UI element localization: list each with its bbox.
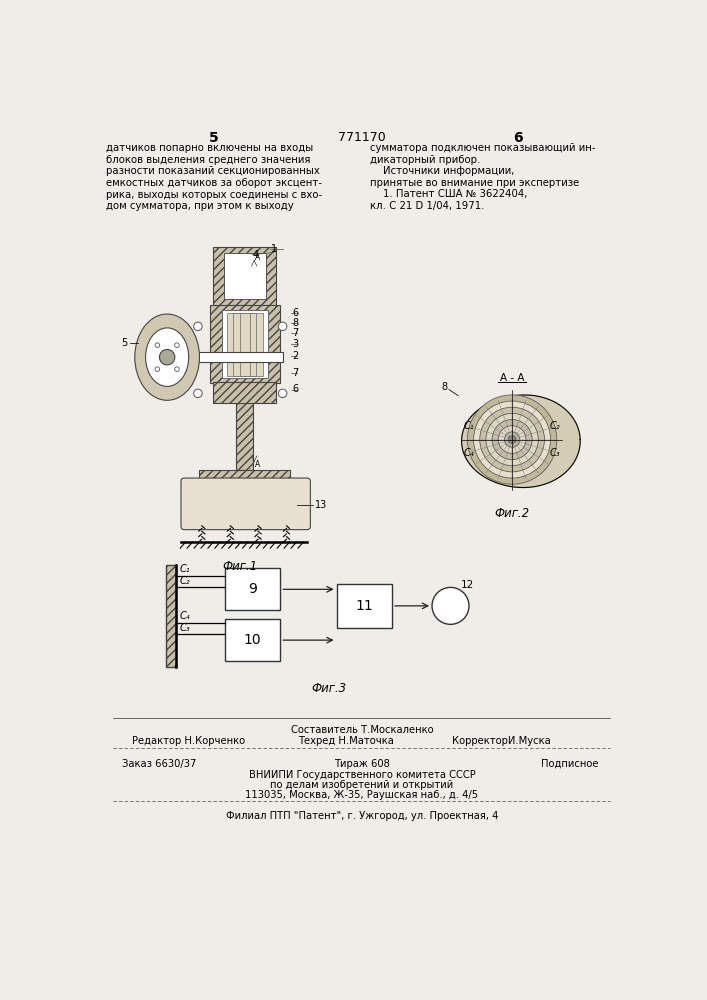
Text: C₁: C₁ <box>180 564 190 574</box>
Text: А - А: А - А <box>500 373 525 383</box>
Circle shape <box>175 343 180 347</box>
Bar <box>225 619 281 661</box>
Circle shape <box>498 426 526 453</box>
Bar <box>337 584 392 628</box>
Bar <box>222 310 268 378</box>
Text: по делам изобретений и открытий: по делам изобретений и открытий <box>270 780 454 790</box>
Bar <box>235 249 252 470</box>
Circle shape <box>474 401 551 478</box>
Text: C₂: C₂ <box>550 421 561 431</box>
Bar <box>214 382 276 403</box>
Text: 7: 7 <box>292 328 298 338</box>
Text: 6: 6 <box>513 131 522 145</box>
Circle shape <box>155 343 160 347</box>
Text: А: А <box>255 253 260 262</box>
Text: C₁: C₁ <box>464 421 474 431</box>
Circle shape <box>492 420 532 460</box>
Text: 771170: 771170 <box>338 131 386 144</box>
Text: Заказ 6630/37: Заказ 6630/37 <box>122 759 197 769</box>
Text: C₂: C₂ <box>180 576 190 586</box>
Bar <box>163 352 283 362</box>
Text: 5: 5 <box>209 131 218 145</box>
Text: 5: 5 <box>122 338 128 348</box>
FancyBboxPatch shape <box>181 478 310 530</box>
Text: 8: 8 <box>292 318 298 328</box>
Text: C₄: C₄ <box>180 611 190 621</box>
Text: 6: 6 <box>292 384 298 394</box>
Text: 7: 7 <box>292 368 298 378</box>
Text: Составитель Т.Москаленко: Составитель Т.Москаленко <box>291 725 433 735</box>
Text: 11: 11 <box>356 599 373 613</box>
Circle shape <box>508 436 516 443</box>
Text: 113035, Москва, Ж-35, Раушская наб., д. 4/5: 113035, Москва, Ж-35, Раушская наб., д. … <box>245 790 479 800</box>
Text: Фиг.2: Фиг.2 <box>494 507 530 520</box>
Circle shape <box>480 407 544 472</box>
Circle shape <box>486 413 538 466</box>
Text: 6: 6 <box>292 308 298 318</box>
Bar <box>225 568 281 610</box>
Text: КорректорИ.Муска: КорректорИ.Муска <box>452 736 551 746</box>
Text: 10: 10 <box>244 633 262 647</box>
Text: Тираж 608: Тираж 608 <box>334 759 390 769</box>
Text: датчиков попарно включены на входы
блоков выделения среднего значения
разности п: датчиков попарно включены на входы блоко… <box>105 143 322 211</box>
Text: 1: 1 <box>271 244 277 254</box>
Circle shape <box>467 395 557 484</box>
Text: Фиг.1: Фиг.1 <box>223 560 258 573</box>
Text: А: А <box>255 460 260 469</box>
Text: C₄: C₄ <box>464 448 474 458</box>
Ellipse shape <box>135 314 199 400</box>
Bar <box>233 312 257 376</box>
Circle shape <box>194 322 202 331</box>
Text: 9: 9 <box>248 582 257 596</box>
Bar <box>240 312 250 376</box>
Text: сумматора подключен показывающий ин-
дикаторный прибор.
    Источники информации: сумматора подключен показывающий ин- дик… <box>370 143 595 211</box>
Bar <box>224 253 266 299</box>
Polygon shape <box>462 395 580 488</box>
Circle shape <box>432 587 469 624</box>
Text: Подписное: Подписное <box>541 759 598 769</box>
Text: 13: 13 <box>315 500 327 510</box>
Bar <box>210 305 279 383</box>
Circle shape <box>194 389 202 398</box>
Text: 4: 4 <box>252 250 259 260</box>
Circle shape <box>155 367 160 371</box>
Bar <box>199 470 291 482</box>
Text: 2: 2 <box>292 351 298 361</box>
Bar <box>165 565 176 667</box>
Ellipse shape <box>160 349 175 365</box>
Text: Филиал ПТП "Патент", г. Ужгород, ул. Проектная, 4: Филиал ПТП "Патент", г. Ужгород, ул. Про… <box>226 811 498 821</box>
Circle shape <box>175 367 180 371</box>
Text: 3: 3 <box>292 339 298 349</box>
Text: Редактор Н.Корченко: Редактор Н.Корченко <box>132 736 245 746</box>
Text: 12: 12 <box>461 580 474 590</box>
Text: C₃: C₃ <box>550 448 561 458</box>
Circle shape <box>279 389 287 398</box>
Text: C₃: C₃ <box>180 623 190 633</box>
Circle shape <box>279 322 287 331</box>
Text: Техред Н.Маточка: Техред Н.Маточка <box>298 736 394 746</box>
Ellipse shape <box>146 328 189 386</box>
Bar <box>227 312 262 376</box>
Bar <box>214 247 276 306</box>
Text: ВНИИПИ Государственного комитета СССР: ВНИИПИ Государственного комитета СССР <box>249 770 475 780</box>
Text: Фиг.3: Фиг.3 <box>311 682 346 695</box>
Text: 8: 8 <box>441 382 448 392</box>
Circle shape <box>504 432 520 447</box>
